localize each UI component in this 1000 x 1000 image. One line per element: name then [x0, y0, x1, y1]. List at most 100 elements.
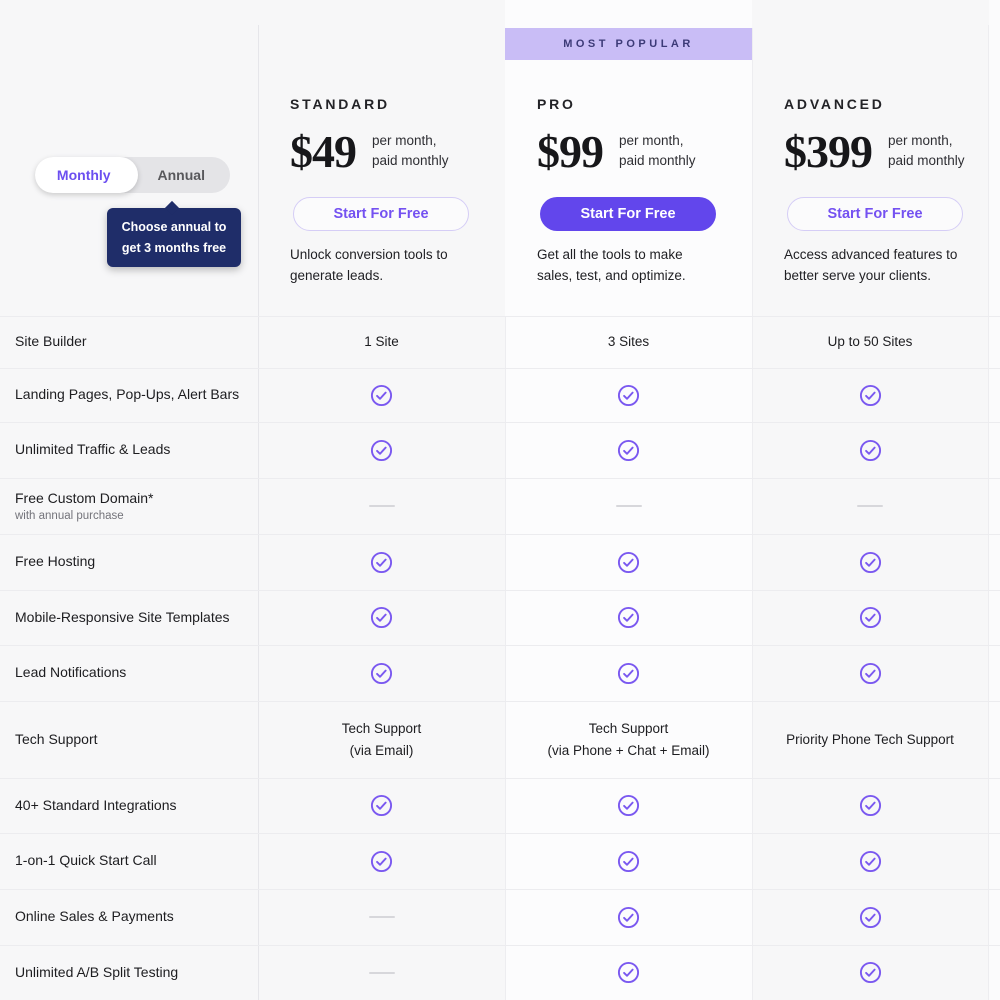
check-icon — [617, 439, 640, 462]
feature-label-cell: Site Builder — [15, 316, 250, 368]
table-row: Landing Pages, Pop-Ups, Alert Bars — [0, 368, 1000, 422]
feature-value-cell — [258, 590, 505, 645]
feature-label-cell: Free Hosting — [15, 534, 250, 590]
feature-value-cell — [505, 645, 752, 701]
plan-price-pro: $99 — [537, 125, 604, 177]
check-icon — [859, 551, 882, 574]
table-row: Tech Support Tech Support (via Email) Tech … — [0, 701, 1000, 778]
feature-value-cell — [258, 422, 505, 478]
plan-name-standard: STANDARD — [290, 96, 390, 112]
feature-value-cell: Tech Support (via Email) — [258, 701, 505, 778]
feature-value-cell — [505, 833, 752, 889]
row-divider — [0, 590, 1000, 591]
check-icon — [617, 384, 640, 407]
table-row: 1-on-1 Quick Start Call — [0, 833, 1000, 889]
check-icon — [370, 662, 393, 685]
column-divider — [988, 25, 989, 1000]
feature-value-cell: Priority Phone Tech Support — [752, 701, 988, 778]
plan-description-pro: Get all the tools to make sales, test, an… — [537, 247, 686, 283]
plan-description-standard: Unlock conversion tools to generate leads… — [290, 247, 448, 283]
feature-value-cell — [505, 478, 752, 534]
plan-name-advanced: ADVANCED — [784, 96, 885, 112]
row-divider — [0, 701, 1000, 702]
feature-label: Site Builder — [15, 333, 87, 350]
toggle-option-annual[interactable]: Annual — [157, 167, 205, 183]
feature-value-cell — [752, 422, 988, 478]
table-row: Online Sales & Payments — [0, 889, 1000, 945]
feature-value-cell — [505, 422, 752, 478]
feature-label: Lead Notifications — [15, 664, 127, 681]
feature-value-cell — [258, 368, 505, 422]
feature-value-cell: Tech Support (via Phone + Chat + Email) — [505, 701, 752, 778]
feature-value-cell — [258, 778, 505, 833]
plan-price-note-pro: per month, paid monthly — [619, 132, 696, 168]
start-for-free-button-advanced[interactable]: Start For Free — [787, 197, 963, 231]
table-row: Free Hosting — [0, 534, 1000, 590]
feature-label: 1-on-1 Quick Start Call — [15, 852, 157, 869]
check-icon — [617, 906, 640, 929]
feature-label: Free Custom Domain* — [15, 490, 154, 507]
dash-icon — [368, 971, 395, 974]
check-icon — [859, 906, 882, 929]
feature-label: Free Hosting — [15, 553, 96, 570]
feature-value-text: Priority Phone Tech Support — [786, 731, 954, 747]
row-divider — [0, 368, 1000, 369]
feature-value-cell — [752, 645, 988, 701]
toggle-thumb — [35, 157, 138, 193]
table-row: Site Builder 1 Site 3 Sites Up to 50 Sites — [0, 316, 1000, 368]
feature-label-cell: Tech Support — [15, 701, 250, 778]
feature-value-cell — [258, 534, 505, 590]
billing-period-toggle[interactable]: Monthly Annual — [35, 157, 230, 193]
table-row: Unlimited Traffic & Leads — [0, 422, 1000, 478]
feature-value-cell — [505, 945, 752, 1000]
check-icon — [370, 794, 393, 817]
feature-value-cell — [258, 889, 505, 945]
feature-value-cell: 3 Sites — [505, 316, 752, 368]
start-for-free-button-standard[interactable]: Start For Free — [293, 197, 469, 231]
feature-value-cell — [505, 534, 752, 590]
feature-label-cell: Unlimited Traffic & Leads — [15, 422, 250, 478]
plan-price-row-pro: $99 per month, paid monthly — [537, 124, 696, 178]
toggle-option-monthly[interactable]: Monthly — [56, 167, 111, 183]
column-divider — [752, 28, 753, 1000]
column-divider — [505, 316, 506, 1000]
feature-value-cell — [752, 478, 988, 534]
feature-sublabel: with annual purchase — [15, 509, 124, 522]
feature-value-cell — [752, 889, 988, 945]
check-icon — [859, 606, 882, 629]
check-icon — [617, 606, 640, 629]
dash-icon — [368, 916, 395, 918]
feature-value-cell: Up to 50 Sites — [752, 316, 988, 368]
start-for-free-button-pro[interactable]: Start For Free — [540, 197, 716, 231]
feature-value-cell — [752, 590, 988, 645]
table-row: 40+ Standard Integrations — [0, 778, 1000, 833]
check-icon — [859, 384, 882, 407]
feature-value-cell — [752, 368, 988, 422]
annual-discount-tooltip: Choose annual to get 3 months free — [107, 200, 241, 268]
check-icon — [370, 850, 393, 873]
check-icon — [370, 551, 393, 574]
dash-icon — [857, 505, 883, 507]
feature-label-cell: Lead Notifications — [15, 645, 250, 701]
check-icon — [859, 961, 882, 984]
table-row: Unlimited A/B Split Testing — [0, 945, 1000, 1000]
feature-value-cell — [752, 833, 988, 889]
row-divider — [0, 778, 1000, 779]
plan-price-note-standard: per month, paid monthly — [372, 132, 449, 168]
check-icon — [370, 384, 393, 407]
dash-icon — [368, 505, 395, 507]
feature-value-cell — [505, 368, 752, 422]
feature-value-text: 1 Site — [364, 334, 399, 350]
plan-price-note-advanced: per month, paid monthly — [888, 132, 965, 168]
feature-value-cell — [505, 590, 752, 645]
plan-description-advanced: Access advanced features to better serve … — [784, 247, 958, 283]
tooltip-arrow — [164, 200, 180, 216]
row-divider — [0, 889, 1000, 890]
feature-value-cell — [258, 945, 505, 1000]
plan-price-row-advanced: $399 per month, paid monthly — [784, 124, 965, 178]
feature-label-cell: Online Sales & Payments — [15, 889, 250, 945]
feature-value-text: 3 Sites — [607, 334, 650, 350]
right-edge-sliver — [989, 0, 1000, 1000]
feature-label-cell: Free Custom Domain* with annual purchase — [15, 478, 250, 534]
row-divider — [0, 833, 1000, 834]
